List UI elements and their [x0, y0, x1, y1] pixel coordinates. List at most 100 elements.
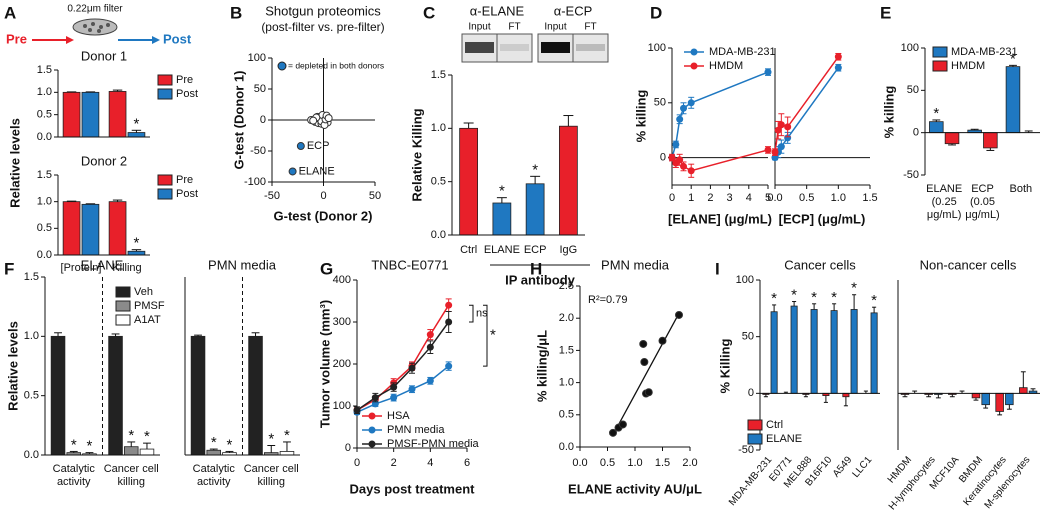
point: [658, 336, 667, 345]
significance-mark: *: [284, 427, 290, 444]
blot-lane: FT: [584, 22, 596, 33]
legend-swatch: [157, 74, 173, 86]
x-axis-label: G-test (Donor 2): [274, 208, 373, 223]
bar: [870, 312, 878, 394]
y-tick-label: 1.0: [37, 86, 52, 98]
y-axis-label: Relative Killing: [409, 108, 424, 201]
annotation: ns: [476, 308, 488, 320]
x-tick-label: 2: [391, 457, 397, 469]
bar: [842, 392, 850, 398]
panel-label: B: [230, 3, 242, 22]
significance-mark: *: [128, 427, 134, 444]
series-line: [774, 67, 839, 158]
point: [784, 134, 792, 142]
chart-title: TNBC-E0771: [371, 257, 448, 272]
x-tick-label: 1.5: [862, 192, 877, 204]
series-line: [356, 365, 450, 413]
legend-label: Pre: [176, 174, 193, 186]
y-tick-label: 1.5: [24, 271, 39, 283]
point: [771, 148, 779, 156]
arrow-head: [66, 36, 74, 44]
x-tick-label: 0: [354, 457, 360, 469]
legend-label: MDA-MB-231: [951, 46, 1018, 58]
y-tick-label: 0.0: [37, 131, 52, 143]
y-axis-label: G-test (Donor 1): [231, 71, 246, 170]
panel-label: G: [320, 259, 333, 278]
point: [834, 53, 842, 61]
series-line: [356, 321, 450, 411]
y-axis-label: Relative levels: [7, 118, 22, 208]
bar: [108, 201, 127, 256]
panel-label: F: [4, 259, 14, 278]
x-tick-label: 5: [765, 192, 771, 204]
bar: [981, 392, 990, 406]
bar: [1005, 66, 1021, 134]
legend-label: Post: [176, 188, 198, 200]
significance-mark: *: [831, 289, 837, 306]
x-tick-label: 1.5: [655, 457, 670, 469]
x-tick-label: 0: [320, 190, 326, 202]
bar: [492, 202, 512, 236]
y-tick-label: 0: [660, 152, 666, 164]
bar: [108, 335, 123, 456]
x-tick-label: 4: [746, 192, 752, 204]
y-tick-label: 100: [648, 42, 666, 54]
y-tick-label: 100: [901, 42, 919, 54]
significance-mark: *: [227, 436, 233, 453]
bar: [983, 132, 998, 149]
significance-mark: *: [771, 290, 777, 307]
bar: [944, 132, 960, 145]
legend-label: PMSF-PMN media: [387, 438, 480, 450]
y-tick-label: 0.0: [431, 229, 446, 241]
legend-swatch: [157, 188, 173, 200]
legend-swatch: [747, 433, 763, 445]
x-tick-label: IgG: [560, 244, 578, 256]
panel-label: H: [530, 259, 542, 278]
significance-mark: *: [71, 436, 77, 453]
trend-line: [612, 312, 680, 436]
blot-lane: Input: [468, 22, 490, 33]
point: [672, 140, 680, 148]
y-tick-label: 0.5: [559, 409, 574, 421]
point: [426, 331, 434, 339]
chart-title: Shotgun proteomics: [265, 3, 381, 18]
bar: [127, 132, 146, 138]
bar: [127, 250, 146, 256]
significance-mark: *: [499, 183, 505, 200]
x-tick-label: 2.0: [682, 457, 697, 469]
arrow-head: [152, 36, 160, 44]
point: [834, 64, 842, 72]
x-tick-label: Catalytic: [53, 463, 96, 475]
panel-label: C: [423, 3, 435, 22]
point: [371, 394, 379, 402]
x-axis-label: [ECP] (μg/mL): [779, 211, 866, 226]
significance-mark: *: [87, 438, 93, 455]
point: [445, 362, 453, 370]
point: [676, 115, 684, 123]
y-tick-label: 50: [742, 331, 754, 343]
point: [639, 339, 648, 348]
blot-band: [465, 42, 494, 53]
blot-antibody: α-ECP: [554, 3, 593, 18]
annotation: *: [490, 327, 496, 344]
point: [668, 154, 676, 162]
bar: [830, 310, 838, 394]
point: [445, 318, 453, 326]
x-tick-label: Both: [1010, 183, 1033, 195]
legend-label: Pre: [176, 74, 193, 86]
x-tick-label: ELANE: [484, 244, 520, 256]
significance-mark: *: [1010, 50, 1016, 67]
x-tick-label: 0.0: [767, 192, 782, 204]
y-tick-label: 1.0: [559, 377, 574, 389]
x-tick-label: Catalytic: [193, 463, 236, 475]
y-tick-label: -100: [244, 176, 266, 188]
y-axis-label: % killing/μL: [534, 330, 549, 402]
y-tick-label: 2.0: [559, 312, 574, 324]
y-tick-label: 0: [260, 114, 266, 126]
legend-swatch: [932, 46, 948, 58]
bar: [770, 311, 778, 394]
flow-from: Pre: [6, 31, 27, 46]
bar: [810, 309, 818, 394]
x-tick-label: Killing: [112, 262, 141, 274]
significance-mark: *: [851, 280, 857, 297]
